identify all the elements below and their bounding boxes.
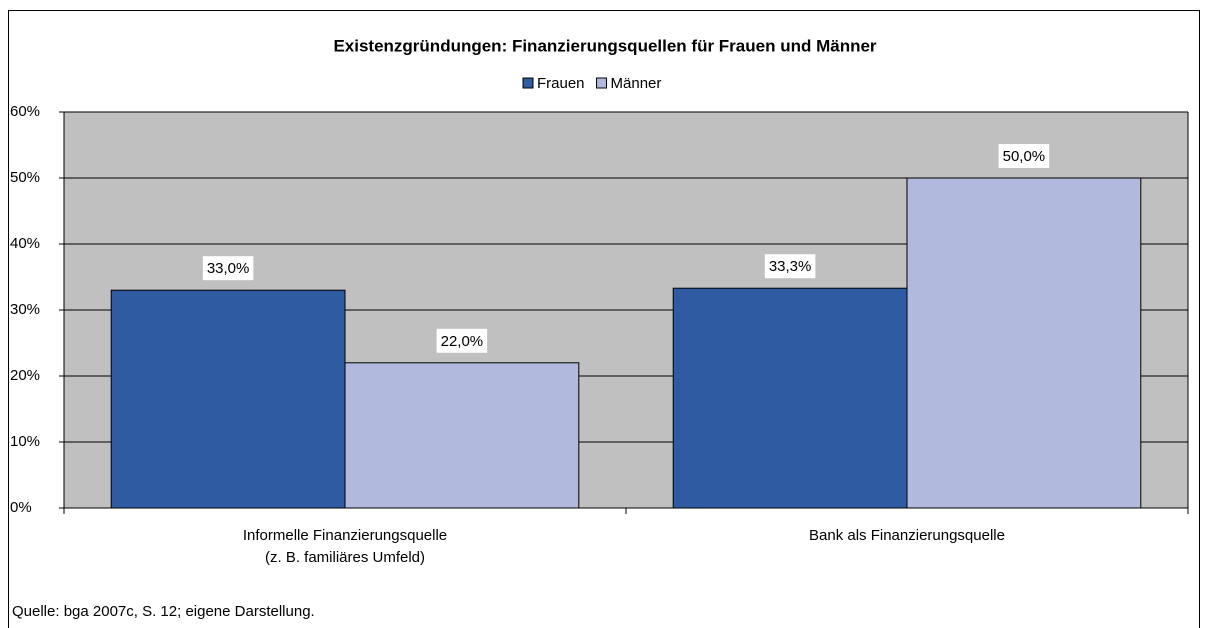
source-note: Quelle: bga 2007c, S. 12; eigene Darstel… bbox=[12, 603, 315, 620]
data-label: 50,0% bbox=[1003, 148, 1046, 165]
y-tick-label: 0% bbox=[10, 499, 32, 516]
data-label: 33,3% bbox=[769, 258, 812, 275]
legend-label: Männer bbox=[611, 75, 662, 92]
data-label-bg bbox=[998, 144, 1050, 168]
y-tick-label: 10% bbox=[10, 433, 40, 450]
legend-swatch bbox=[522, 77, 534, 89]
data-label: 22,0% bbox=[441, 333, 484, 350]
data-label-bg bbox=[202, 256, 254, 281]
data-label-bg bbox=[764, 254, 816, 279]
legend-label: Frauen bbox=[537, 75, 585, 92]
y-tick-label: 20% bbox=[10, 367, 40, 384]
data-label: 33,0% bbox=[207, 260, 250, 277]
x-tick-label: Bank als Finanzierungsquelle bbox=[809, 527, 1005, 544]
x-tick-label: Informelle Finanzierungsquelle (z. B. fam… bbox=[243, 527, 447, 566]
chart-title: Existenzgründungen: Finanzierungsquellen… bbox=[333, 36, 876, 55]
legend-swatch bbox=[596, 77, 608, 89]
y-tick-label: 30% bbox=[10, 301, 40, 318]
y-tick-label: 40% bbox=[10, 235, 40, 252]
bar bbox=[110, 289, 346, 509]
data-label-bg bbox=[436, 328, 488, 353]
bar bbox=[906, 177, 1142, 509]
bar bbox=[672, 287, 908, 509]
y-tick-label: 50% bbox=[10, 169, 40, 186]
y-tick-label: 60% bbox=[10, 103, 40, 120]
bar bbox=[344, 362, 580, 509]
